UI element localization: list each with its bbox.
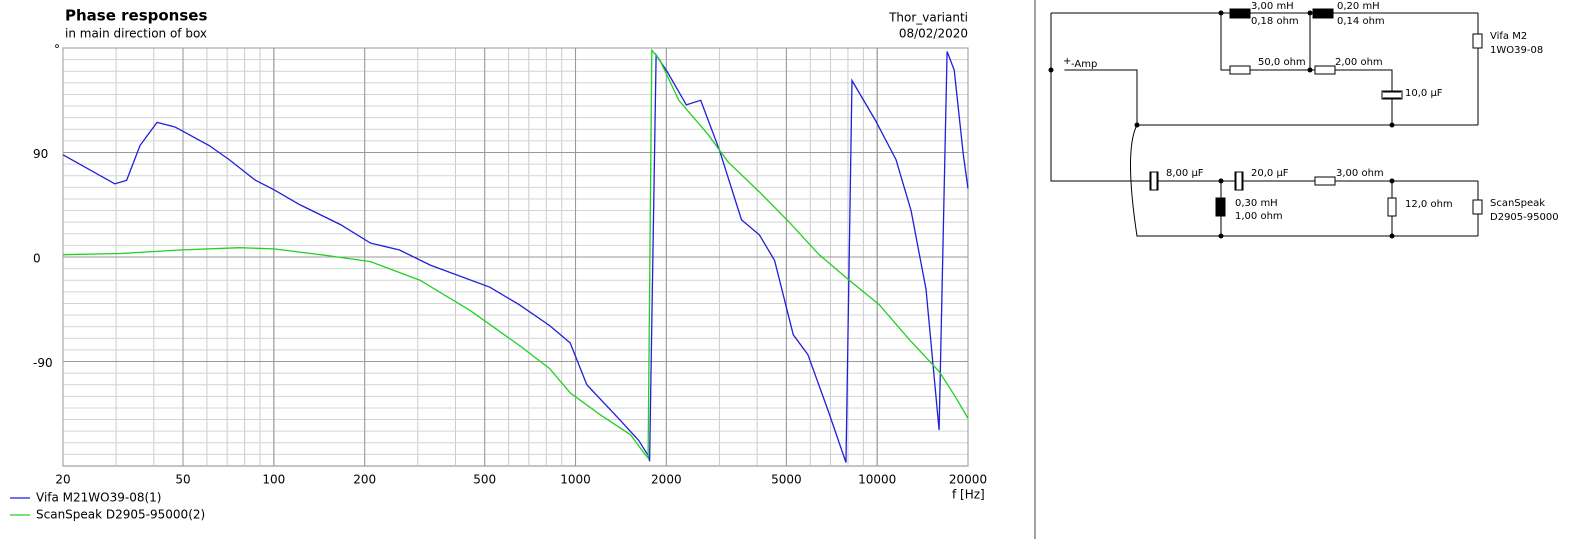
x-tick-label: 50	[175, 473, 190, 487]
capacitor	[1383, 91, 1401, 99]
project-name: Thor_varianti	[888, 11, 968, 25]
capacitor-gap	[1234, 171, 1244, 191]
component-label: 0,14 ohm	[1337, 16, 1385, 27]
x-tick-label: 10000	[858, 473, 896, 487]
component-label: +	[1063, 56, 1071, 67]
component-label: 1,00 ohm	[1235, 211, 1283, 222]
speaker	[1472, 33, 1483, 49]
nodes	[1048, 10, 1395, 239]
y-tick-label: 0	[33, 252, 41, 266]
chart	[62, 47, 969, 466]
component-label: 0,20 mH	[1337, 1, 1380, 12]
terminal	[1059, 67, 1065, 73]
component-label: 1WO39-08	[1490, 45, 1543, 56]
component-label: 20,0 µF	[1251, 168, 1289, 179]
component-label: 12,0 ohm	[1405, 199, 1453, 210]
x-axis-label: f [Hz]	[952, 488, 985, 502]
series-line	[62, 48, 969, 460]
component-label: 3,00 ohm	[1336, 168, 1384, 179]
component-label: 50,0 ohm	[1258, 57, 1306, 68]
legend-label: Vifa M21WO39-08(1)	[36, 491, 161, 505]
y-tick-label: °	[54, 43, 60, 57]
component-label: ScanSpeak	[1490, 198, 1545, 209]
x-tick-label: 2000	[651, 473, 682, 487]
x-tick-label: 5000	[771, 473, 802, 487]
capacitor-gap	[1381, 90, 1403, 100]
component-label: 3,00 mH	[1251, 1, 1294, 12]
inductor	[1312, 8, 1334, 19]
component-label: 0,30 mH	[1235, 198, 1278, 209]
capacitor	[1150, 172, 1158, 190]
series-line	[62, 51, 969, 463]
x-tick-label: 1000	[560, 473, 591, 487]
capacitor	[1235, 172, 1243, 190]
resistor	[1314, 65, 1336, 75]
resistor	[1229, 65, 1251, 75]
y-tick-label: -90	[33, 356, 53, 370]
component-label: 2,00 ohm	[1335, 57, 1383, 68]
resistor	[1314, 176, 1336, 186]
y-tick-label: 90	[33, 147, 48, 161]
capacitor-gap	[1149, 171, 1159, 191]
resistor	[1387, 197, 1397, 217]
chart-title: Phase responses	[65, 7, 207, 25]
inductor	[1215, 197, 1226, 217]
x-tick-label: 200	[353, 473, 376, 487]
component-label: Vifa M2	[1490, 31, 1527, 42]
date: 08/02/2020	[899, 27, 968, 41]
component-label: 0,18 ohm	[1251, 16, 1299, 27]
legend-label: ScanSpeak D2905-95000(2)	[36, 508, 205, 522]
speaker	[1472, 199, 1483, 215]
component-label: D2905-95000	[1490, 212, 1559, 223]
x-tick-label: 20	[55, 473, 70, 487]
x-tick-label: 500	[473, 473, 496, 487]
inductor	[1229, 8, 1251, 19]
schematic: 3,00 mH 0,18 ohm 0,20 mH 0,14 ohm 50,0 ohm 2,…	[1048, 1, 1559, 239]
x-tick-label: 100	[262, 473, 285, 487]
x-tick-label: 20000	[949, 473, 987, 487]
chart-subtitle: in main direction of box	[65, 27, 207, 41]
component-label: 8,00 µF	[1166, 168, 1204, 179]
component-label: 10,0 µF	[1405, 88, 1443, 99]
component-label: -Amp	[1071, 59, 1097, 70]
